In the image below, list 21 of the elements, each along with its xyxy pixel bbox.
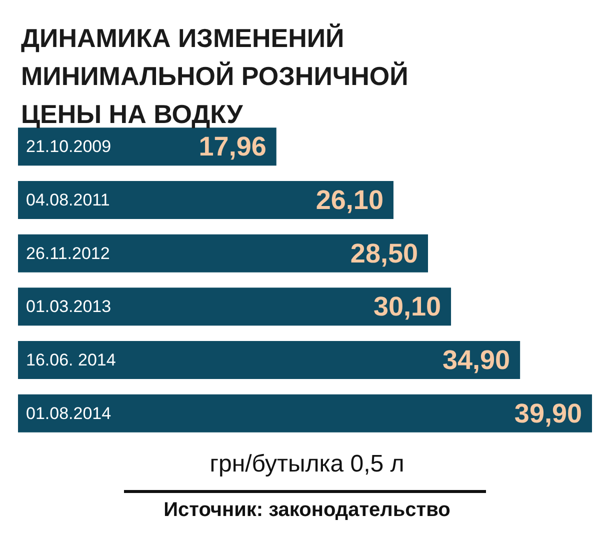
bar	[18, 341, 520, 379]
y-tick-label: 04.08.2011	[26, 190, 110, 210]
y-tick-label: 21.10.2009	[26, 137, 112, 156]
y-tick-label: 01.08.2014	[26, 404, 112, 423]
y-tick-label: 16.06. 2014	[26, 350, 116, 370]
data-label: 26,10	[316, 185, 384, 215]
data-label: 34,90	[442, 345, 510, 375]
data-label: 30,10	[373, 292, 442, 322]
bar	[18, 288, 452, 326]
data-label: 17,96	[198, 132, 266, 162]
bar	[18, 181, 394, 219]
chart-title: ДИНАМИКА ИЗМЕНЕНИЙ МИНИМАЛЬНОЙ РОЗНИЧНОЙ ЦЕНЫ НА ВОДКУ	[21, 23, 416, 129]
data-label: 39,90	[514, 398, 582, 428]
text: Источник: законодательство	[164, 499, 450, 521]
bar	[18, 128, 276, 166]
x-axis-title: грн/бутылка 0,5 л	[210, 450, 404, 478]
y-tick-label: 01.03.2013	[26, 297, 112, 316]
bar	[18, 394, 592, 432]
bar	[18, 234, 428, 272]
data-label: 28,50	[350, 238, 418, 268]
y-tick-label: 26.11.2012	[26, 244, 110, 263]
